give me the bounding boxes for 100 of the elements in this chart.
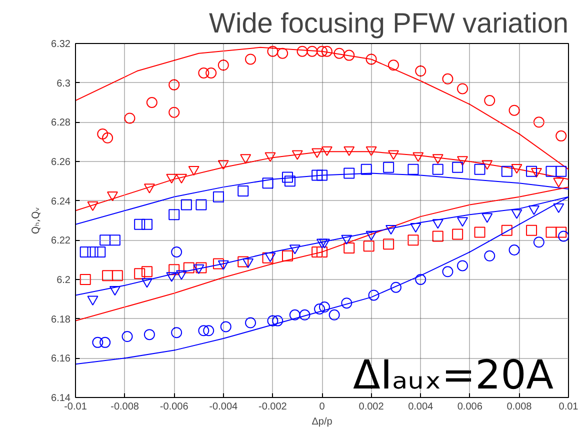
point [245, 317, 256, 328]
point [484, 95, 496, 106]
point [168, 106, 180, 118]
point [366, 230, 377, 241]
point [198, 68, 210, 78]
point [203, 325, 214, 336]
chart-title: Wide focusing PFW variation [209, 8, 569, 38]
point [415, 66, 426, 77]
point [366, 146, 377, 156]
x-tick-label: 0.01 [558, 402, 579, 412]
point [166, 272, 178, 282]
point [264, 252, 276, 262]
point [212, 191, 224, 202]
point [312, 170, 323, 181]
point [106, 192, 118, 202]
y-tick-label: 6.16 [51, 354, 71, 365]
point [533, 236, 544, 248]
point [196, 262, 207, 274]
point [415, 274, 426, 285]
point [296, 46, 308, 57]
point [206, 68, 217, 78]
y-tick-label: 6.2 [56, 275, 71, 286]
point [238, 256, 249, 268]
point [556, 226, 567, 238]
point [452, 228, 464, 240]
point [134, 218, 146, 230]
point [109, 286, 120, 296]
point [526, 166, 538, 177]
y-tick-label: 6.22 [51, 236, 71, 247]
point [171, 327, 182, 338]
point [292, 150, 303, 160]
point [94, 246, 106, 258]
point [316, 46, 328, 57]
point [100, 336, 111, 348]
y-tick-label: 6.24 [51, 196, 71, 208]
point [198, 325, 210, 336]
point [530, 168, 542, 178]
point [344, 168, 355, 179]
point [344, 146, 355, 156]
point [556, 130, 567, 142]
point [166, 174, 178, 184]
x-tick-label: 0.006 [457, 402, 483, 412]
point [141, 266, 152, 278]
point [316, 170, 328, 181]
point [386, 224, 397, 235]
point [368, 290, 380, 301]
point [511, 164, 522, 174]
x-tick-label: -0.01 [64, 402, 88, 412]
point [558, 230, 568, 242]
x-tick-label: 0.002 [358, 402, 384, 412]
point [141, 278, 152, 288]
point [102, 132, 114, 144]
point [87, 246, 98, 258]
point [267, 46, 278, 57]
point [484, 250, 496, 262]
point [176, 270, 187, 280]
point [383, 238, 394, 250]
point [334, 48, 345, 59]
point [188, 166, 200, 176]
annotation: ΔIₐᵤₓ=20A [352, 352, 554, 398]
point [144, 329, 155, 340]
point [168, 264, 180, 276]
point [124, 112, 136, 124]
point [314, 304, 326, 314]
y-tick-label: 6.28 [51, 118, 71, 129]
point [92, 336, 104, 348]
point [457, 260, 468, 272]
point [553, 178, 564, 188]
point [528, 205, 540, 215]
point [284, 176, 296, 187]
point [412, 152, 424, 162]
point [432, 164, 444, 175]
x-axis-title: Δp/p [312, 416, 333, 428]
y-tick-label: 6.32 [51, 39, 71, 50]
point [262, 178, 274, 189]
point [533, 116, 544, 128]
point [321, 46, 332, 57]
x-tick-label: 0.008 [506, 402, 532, 412]
point [272, 315, 284, 326]
point [508, 244, 520, 256]
point [245, 54, 256, 65]
point [176, 174, 187, 184]
point [112, 270, 123, 282]
x-tick-label: -0.004 [209, 402, 238, 412]
point [196, 199, 207, 210]
point [80, 246, 91, 258]
point [546, 226, 557, 238]
x-tick-label: -0.002 [258, 402, 288, 412]
point [501, 224, 512, 236]
point [318, 302, 330, 313]
line-series [76, 46, 568, 170]
point [321, 146, 332, 156]
point [390, 282, 402, 293]
point [410, 223, 422, 233]
point [80, 274, 91, 285]
point [306, 46, 318, 57]
x-tick-label: 0 [319, 402, 326, 412]
point [242, 258, 254, 268]
y-tick-label: 6.14 [51, 393, 71, 404]
point [100, 234, 111, 246]
